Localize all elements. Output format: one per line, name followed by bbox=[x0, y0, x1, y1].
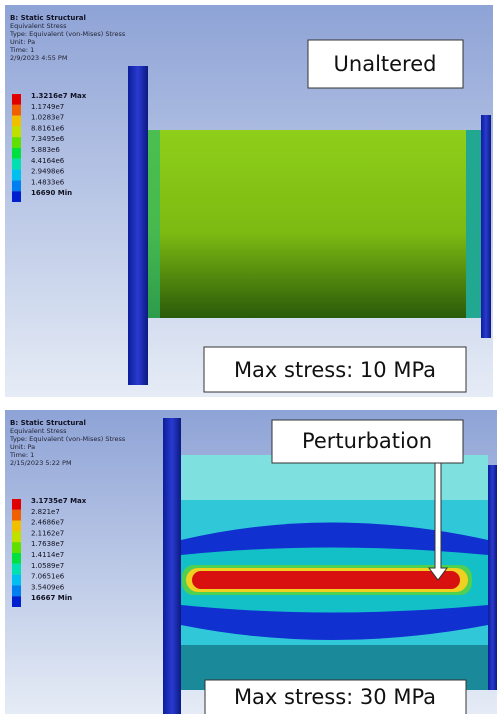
legend-swatch bbox=[12, 148, 21, 159]
header-line: Unit: Pa bbox=[10, 38, 35, 46]
legend-swatch bbox=[12, 105, 21, 116]
end-plate bbox=[128, 66, 148, 385]
header-line: 2/15/2023 5:22 PM bbox=[10, 459, 72, 467]
hotspot bbox=[192, 571, 460, 589]
legend-label: 1.0589e7 bbox=[31, 562, 64, 570]
legend-swatch bbox=[12, 159, 21, 170]
legend-label: 2.1162e7 bbox=[31, 529, 64, 537]
legend-label: 1.3216e7 Max bbox=[31, 92, 87, 100]
legend-swatch bbox=[12, 126, 21, 137]
header-line: Time: 1 bbox=[9, 451, 34, 459]
legend-label: 1.1749e7 bbox=[31, 103, 64, 111]
legend-swatch bbox=[12, 180, 21, 191]
legend-swatch bbox=[12, 531, 21, 542]
header-line: Equivalent Stress bbox=[10, 22, 67, 30]
cylinder-edge bbox=[148, 130, 160, 318]
legend-swatch bbox=[12, 499, 21, 510]
legend-label: 1.4114e7 bbox=[31, 551, 64, 559]
legend-label: 3.1735e7 Max bbox=[31, 497, 87, 505]
panel-bottom: Perturbation Max stress: 30 MPa B: Stati… bbox=[5, 410, 497, 714]
legend-label: 7.0651e6 bbox=[31, 573, 65, 581]
legend-swatch bbox=[12, 94, 21, 105]
cylinder bbox=[148, 130, 470, 318]
legend-swatch bbox=[12, 137, 21, 148]
legend-label: 7.3495e6 bbox=[31, 135, 65, 143]
header-title: B: Static Structural bbox=[10, 419, 86, 427]
legend-swatch bbox=[12, 585, 21, 596]
end-plate bbox=[163, 418, 181, 714]
legend-swatch bbox=[12, 170, 21, 181]
end-plate bbox=[481, 115, 491, 338]
header-line: Unit: Pa bbox=[10, 443, 35, 451]
end-plate bbox=[488, 465, 497, 690]
legend-swatch bbox=[12, 575, 21, 586]
legend-label: 2.9498e6 bbox=[31, 168, 65, 176]
legend-swatch bbox=[12, 521, 21, 532]
header-line: Time: 1 bbox=[9, 46, 34, 54]
legend-label: 16667 Min bbox=[31, 594, 72, 602]
header-line: Type: Equivalent (von-Mises) Stress bbox=[9, 30, 126, 38]
legend-swatch bbox=[12, 116, 21, 127]
screenshot: Unaltered Max stress: 10 MPa B: Static S… bbox=[0, 0, 497, 714]
legend-label: 1.0283e7 bbox=[31, 114, 64, 122]
header-line: 2/9/2023 4:55 PM bbox=[10, 54, 67, 62]
legend-label: 3.5409e6 bbox=[31, 583, 65, 591]
legend-label: 4.4164e6 bbox=[31, 157, 65, 165]
legend-swatch bbox=[12, 191, 21, 202]
legend-swatch bbox=[12, 596, 21, 607]
callout: Perturbation bbox=[302, 429, 432, 453]
callout: Unaltered bbox=[334, 52, 437, 76]
legend-swatch bbox=[12, 564, 21, 575]
legend-swatch bbox=[12, 553, 21, 564]
legend-label: 8.8161e6 bbox=[31, 124, 65, 132]
legend-label: 2.4686e7 bbox=[31, 519, 64, 527]
legend-swatch bbox=[12, 542, 21, 553]
result: Max stress: 10 MPa bbox=[234, 358, 436, 382]
header-line: Type: Equivalent (von-Mises) Stress bbox=[9, 435, 126, 443]
legend-label: 2.821e7 bbox=[31, 508, 60, 516]
page: Unaltered Max stress: 10 MPa B: Static S… bbox=[0, 0, 497, 714]
legend-label: 1.4833e6 bbox=[31, 178, 65, 186]
legend-label: 16690 Min bbox=[31, 189, 72, 197]
cylinder-edge bbox=[466, 130, 481, 318]
legend-label: 5.883e6 bbox=[31, 146, 60, 154]
header-line: Equivalent Stress bbox=[10, 427, 67, 435]
legend-label: 1.7638e7 bbox=[31, 540, 64, 548]
legend-swatch bbox=[12, 510, 21, 521]
panel-top: Unaltered Max stress: 10 MPa B: Static S… bbox=[5, 5, 493, 397]
result: Max stress: 30 MPa bbox=[234, 685, 436, 709]
header-title: B: Static Structural bbox=[10, 14, 86, 22]
